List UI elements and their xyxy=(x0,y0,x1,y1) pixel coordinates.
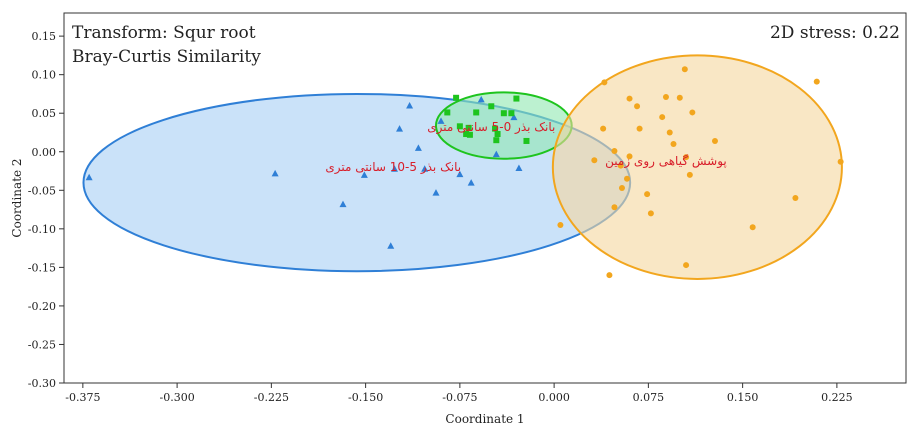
point-group-2 xyxy=(513,95,520,102)
point-group-2 xyxy=(500,110,507,117)
point-group-3 xyxy=(683,262,690,269)
data-points xyxy=(85,66,844,279)
point-group-3 xyxy=(670,141,677,148)
point-group-1 xyxy=(421,165,429,172)
point-group-2 xyxy=(465,124,472,131)
y-tick-label: 0.05 xyxy=(32,107,57,120)
x-tick-label: 0.150 xyxy=(727,391,759,404)
x-axis-title: Coordinate 1 xyxy=(445,412,524,426)
point-group-3 xyxy=(624,175,631,182)
point-group-2 xyxy=(456,123,463,130)
point-group-2 xyxy=(493,137,500,144)
point-group-3 xyxy=(676,94,683,101)
point-group-2 xyxy=(466,131,473,138)
point-group-1 xyxy=(515,164,523,171)
point-group-1 xyxy=(396,125,404,132)
point-group-3 xyxy=(659,114,666,121)
point-group-1 xyxy=(360,171,368,178)
point-group-3 xyxy=(686,171,693,178)
point-group-3 xyxy=(618,184,625,191)
point-group-3 xyxy=(600,125,607,132)
y-tick-label: -0.30 xyxy=(28,377,56,390)
x-axis-ticks: -0.375 -0.300 -0.225 -0.150 -0.075 0.000 0.075… xyxy=(65,383,853,404)
point-group-3 xyxy=(626,153,633,160)
point-group-2 xyxy=(463,131,470,138)
point-group-3 xyxy=(606,272,613,279)
point-group-3 xyxy=(644,191,651,198)
point-group-3 xyxy=(749,224,756,231)
point-group-2 xyxy=(444,109,451,116)
point-group-1 xyxy=(85,173,93,181)
point-group-1 xyxy=(432,189,440,196)
point-group-1 xyxy=(437,117,445,124)
x-tick-label: -0.225 xyxy=(254,391,289,404)
point-group-3 xyxy=(601,79,608,86)
point-group-3 xyxy=(837,158,844,165)
y-tick-label: 0.10 xyxy=(32,69,57,82)
point-group-1 xyxy=(492,150,500,158)
stress-annotation: 2D stress: 0.22 xyxy=(770,23,900,43)
point-group-2 xyxy=(523,137,530,144)
point-group-3 xyxy=(689,109,696,116)
y-tick-label: -0.25 xyxy=(28,338,56,351)
point-group-2 xyxy=(453,94,460,101)
point-group-3 xyxy=(666,129,673,136)
label-group-3: پوشش گیاهی روی زمین xyxy=(605,154,727,169)
x-tick-label: -0.150 xyxy=(348,391,383,404)
point-group-3 xyxy=(611,147,618,154)
point-group-3 xyxy=(813,78,820,85)
group-ellipses xyxy=(82,54,843,280)
ellipse-group-3 xyxy=(551,54,843,280)
y-tick-label: 0.00 xyxy=(32,146,57,159)
point-group-3 xyxy=(662,94,669,101)
point-group-1 xyxy=(271,169,279,177)
y-axis-ticks: 0.15 0.10 0.05 0.00 -0.05 -0.10 -0.15 -0.20 -0.2… xyxy=(28,30,64,390)
y-tick-label: 0.15 xyxy=(32,30,57,43)
y-tick-label: -0.15 xyxy=(28,261,56,274)
x-tick-label: 0.000 xyxy=(538,391,570,404)
point-group-1 xyxy=(456,170,464,178)
point-group-1 xyxy=(387,242,395,249)
point-group-3 xyxy=(626,95,633,102)
x-tick-label: -0.375 xyxy=(65,391,100,404)
point-group-2 xyxy=(473,109,480,116)
point-group-2 xyxy=(508,110,515,117)
point-group-1 xyxy=(339,200,347,208)
point-group-3 xyxy=(711,137,718,144)
point-group-2 xyxy=(494,131,501,138)
point-group-3 xyxy=(591,157,598,164)
point-group-3 xyxy=(683,154,690,161)
point-group-3 xyxy=(557,221,564,228)
transform-annotation: Transform: Squr root xyxy=(72,23,256,43)
y-axis-title: Coordinate 2 xyxy=(10,158,24,237)
point-group-1 xyxy=(391,165,399,172)
point-group-1 xyxy=(510,113,518,121)
label-group-2: بانک بذر 0-5 سانتی متری xyxy=(427,120,555,135)
point-group-2 xyxy=(488,103,495,110)
x-tick-label: -0.075 xyxy=(442,391,477,404)
x-tick-label: 0.075 xyxy=(633,391,665,404)
x-tick-label: 0.225 xyxy=(821,391,853,404)
similarity-annotation: Bray-Curtis Similarity xyxy=(72,47,261,67)
point-group-1 xyxy=(467,179,475,186)
point-group-3 xyxy=(611,204,618,211)
label-group-1: بانک بذر 5-10 سانتی متری xyxy=(325,160,461,175)
point-group-3 xyxy=(617,162,624,169)
y-tick-label: -0.10 xyxy=(28,223,56,236)
plot-frame xyxy=(63,12,907,384)
x-tick-label: -0.300 xyxy=(159,391,194,404)
point-group-3 xyxy=(636,125,643,132)
point-group-1 xyxy=(406,102,414,109)
group-labels: بانک بذر 5-10 سانتی متری بانک بذر 0-5 سان… xyxy=(325,120,726,175)
y-tick-label: -0.05 xyxy=(28,184,56,197)
point-group-2 xyxy=(492,125,499,132)
point-group-3 xyxy=(681,66,688,73)
point-group-3 xyxy=(634,103,641,110)
y-tick-label: -0.20 xyxy=(28,300,56,313)
point-group-1 xyxy=(414,144,422,151)
point-group-1 xyxy=(477,95,485,103)
point-group-3 xyxy=(792,195,799,201)
point-group-3 xyxy=(647,210,654,217)
